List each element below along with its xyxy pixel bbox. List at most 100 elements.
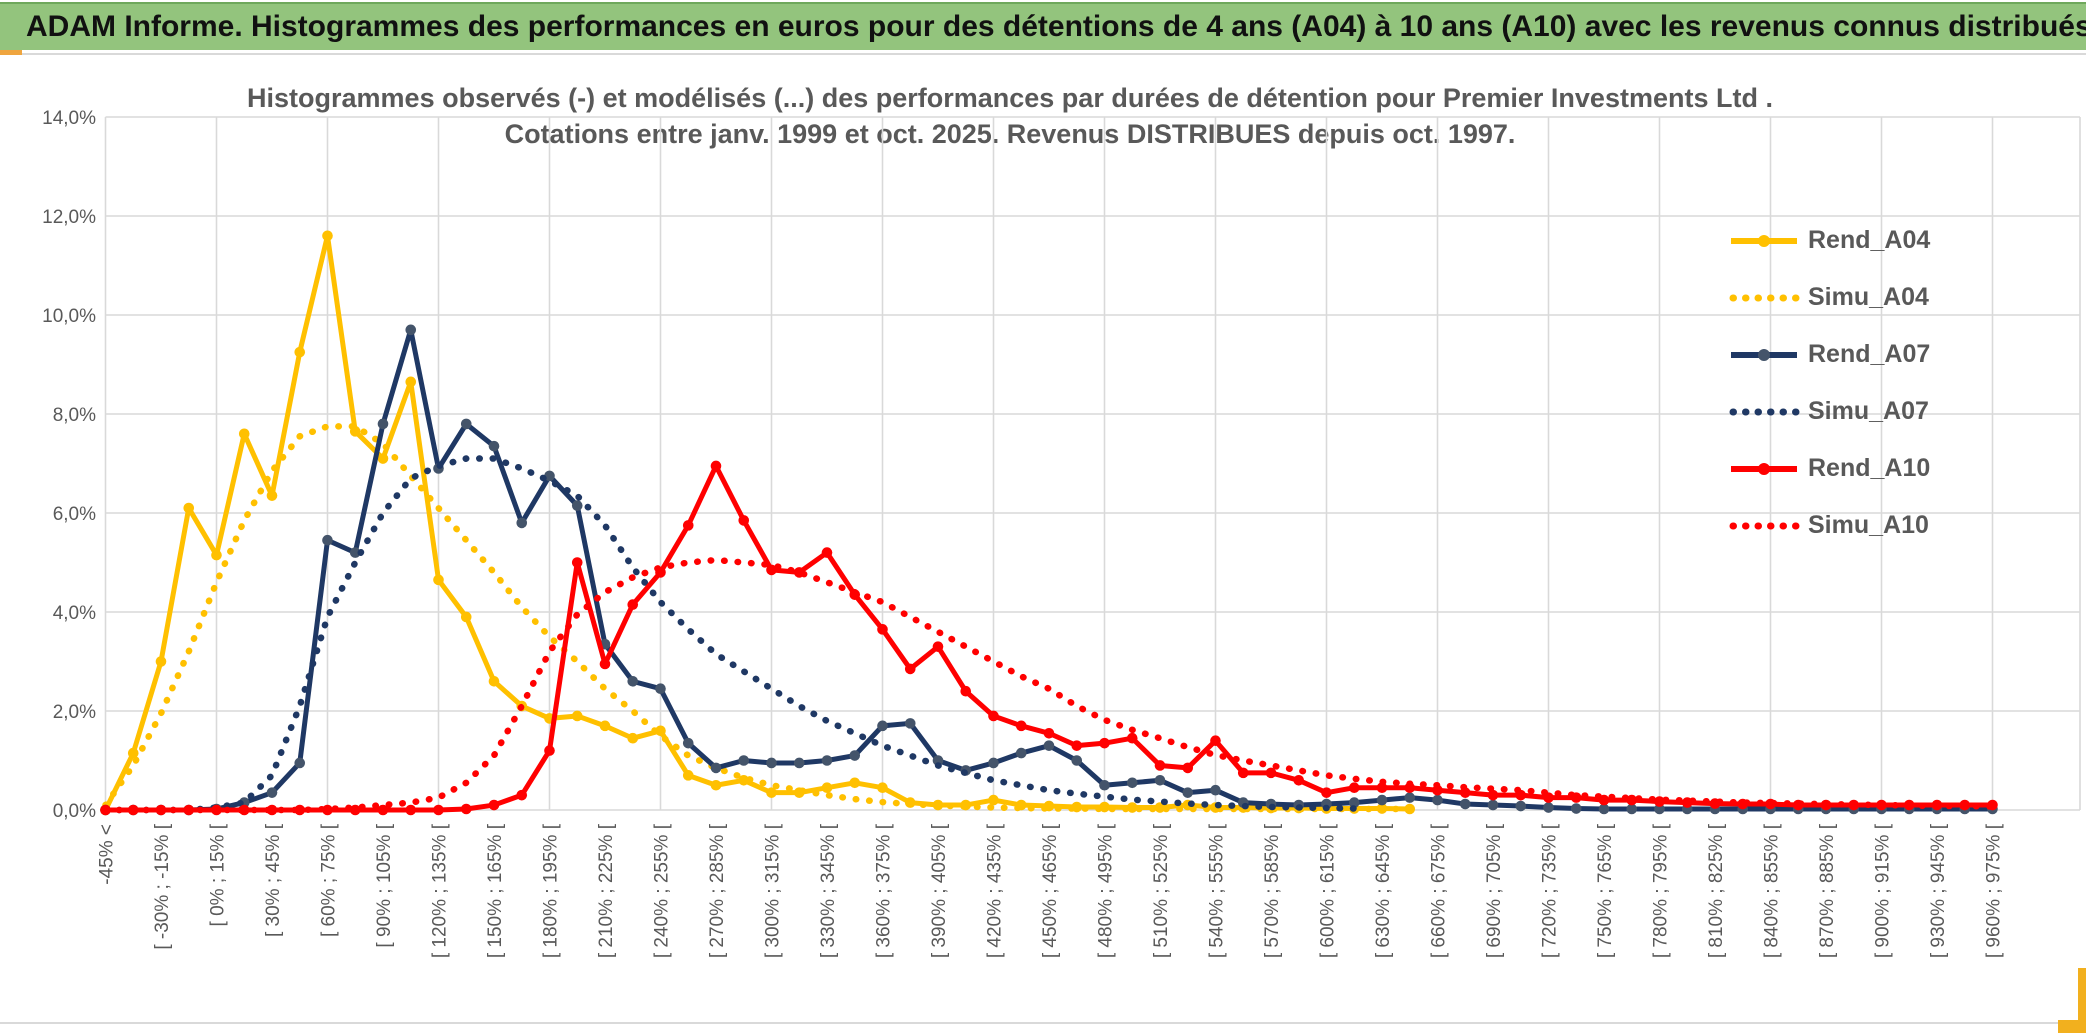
series-marker-Rend_A04 [849, 777, 861, 789]
series-marker-Rend_A10 [544, 745, 555, 756]
x-axis-tick-label: [ 960% ; 975% [ [1984, 823, 2005, 958]
x-axis-tick-label: [ 30% ; 45% [ [263, 823, 284, 937]
series-marker-Rend_A07 [516, 517, 528, 529]
series-marker-Rend_A04 [266, 490, 278, 501]
series-marker-Rend_A10 [904, 663, 916, 675]
series-marker-Rend_A10 [1099, 737, 1110, 749]
series-marker-Rend_A07 [1071, 755, 1083, 766]
series-marker-Rend_A10 [322, 804, 333, 816]
series-marker-Rend_A07 [738, 755, 750, 766]
series-marker-Rend_A07 [904, 718, 916, 729]
x-axis-tick-label: [ 270% ; 285% [ [707, 823, 728, 958]
series-marker-Rend_A07 [1598, 803, 1610, 815]
series-marker-Rend_A04 [710, 779, 722, 791]
series-line-Simu_A10 [102, 556, 1996, 814]
x-axis-tick-label: [ 240% ; 255% [ [652, 823, 673, 958]
x-axis-tick-label: [ 330% ; 345% [ [818, 823, 839, 958]
series-marker-Rend_A10 [1154, 760, 1166, 771]
series-marker-Rend_A07 [1487, 799, 1499, 811]
performance-histogram-chart[interactable]: 0,0% 2,0% 4,0% 6,0% 8,0% 10,0% 12,0% 14,0% -45% … [0, 55, 2086, 1033]
series-marker-Rend_A07 [266, 787, 278, 798]
series-marker-Rend_A10 [960, 685, 972, 697]
series-marker-Rend_A07 [1015, 747, 1027, 759]
y-axis-tick-label: 14,0% [42, 108, 96, 129]
series-marker-Rend_A10 [377, 804, 389, 816]
series-marker-Rend_A04 [488, 676, 500, 687]
series-marker-Rend_A04 [211, 549, 222, 561]
series-marker-Rend_A10 [1487, 789, 1499, 801]
legend-label: Simu_A04 [1808, 283, 1929, 311]
series-marker-Rend_A07 [322, 534, 333, 546]
series-marker-Rend_A04 [294, 346, 306, 358]
series-marker-Rend_A10 [1015, 720, 1027, 732]
legend-label: Rend_A04 [1808, 226, 1931, 254]
legend-item-simu-a04[interactable]: Simu_A04 [1728, 269, 2028, 326]
series-marker-Rend_A07 [1515, 800, 1527, 812]
legend-sample-dotted-navy-icon [1729, 408, 1800, 415]
series-marker-Rend_A10 [1237, 767, 1249, 779]
series-marker-Rend_A04 [377, 453, 389, 464]
series-marker-Rend_A04 [766, 787, 777, 798]
x-axis-tick-label: [ 870% ; 885% [ [1817, 823, 1838, 958]
legend-item-simu-a10[interactable]: Simu_A10 [1728, 497, 2028, 554]
series-marker-Rend_A07 [1210, 784, 1221, 796]
y-axis-tick-label: 12,0% [42, 207, 96, 228]
x-axis-tick-label: [ 300% ; 315% [ [763, 823, 784, 958]
series-marker-Rend_A04 [238, 428, 250, 440]
x-axis-tick-label: [ 570% ; 585% [ [1262, 823, 1283, 958]
chart-title-line1: Histogrammes observés (-) et modélisés (… [247, 83, 1773, 113]
series-marker-Rend_A07 [1654, 803, 1665, 815]
orange-corner-vertical [2078, 968, 2086, 1033]
series-marker-Rend_A10 [294, 804, 306, 816]
series-marker-Rend_A07 [1348, 797, 1360, 808]
orange-corner-horizontal [2058, 1020, 2086, 1033]
series-marker-Rend_A10 [1071, 740, 1083, 751]
series-marker-Rend_A07 [793, 757, 805, 769]
series-marker-Rend_A04 [571, 710, 583, 722]
legend-item-simu-a07[interactable]: Simu_A07 [1728, 383, 2028, 440]
orange-accent-left [0, 50, 22, 55]
series-marker-Rend_A07 [655, 683, 666, 695]
chart-title-line2: Cotations entre janv. 1999 et oct. 2025.… [504, 119, 1516, 149]
series-marker-Rend_A04 [738, 775, 750, 786]
legend-item-rend-a04[interactable]: Rend_A04 [1728, 212, 2028, 269]
series-line-Simu_A07 [102, 455, 1358, 814]
sheet-title: ADAM Informe. Histogrammes des performan… [26, 10, 2086, 43]
x-axis-tick-label: [ 510% ; 525% [ [1151, 823, 1172, 958]
x-axis-tick-label: [ 900% ; 915% [ [1873, 823, 1894, 958]
series-marker-Rend_A04 [183, 502, 195, 514]
legend-label: Rend_A10 [1808, 454, 1931, 482]
legend-label: Rend_A07 [1808, 340, 1931, 368]
x-axis-tick-label: [ 90% ; 105% [ [374, 823, 395, 947]
x-axis-tick-label: [ 390% ; 405% [ [929, 823, 950, 958]
x-axis-tick-label: [ 810% ; 825% [ [1706, 823, 1727, 958]
chart-legend: Rend_A04 Simu_A04 Rend_A07 Simu_A07 [1728, 212, 2028, 554]
series-marker-Rend_A07 [1099, 779, 1110, 791]
series-marker-Rend_A04 [627, 732, 639, 744]
legend-sample-dotted-red-icon [1729, 522, 1800, 529]
series-line-Simu_A04 [102, 423, 1413, 813]
series-marker-Rend_A07 [377, 418, 389, 430]
series-marker-Rend_A10 [682, 520, 694, 531]
legend-item-rend-a07[interactable]: Rend_A07 [1728, 326, 2028, 383]
series-marker-Rend_A04 [877, 782, 888, 794]
x-axis-tick-label: [ 630% ; 645% [ [1373, 823, 1394, 958]
series-marker-Rend_A07 [1376, 794, 1388, 806]
x-axis-tick-label: [ 690% ; 705% [ [1484, 823, 1505, 958]
legend-label: Simu_A07 [1808, 397, 1929, 425]
series-marker-Rend_A10 [571, 557, 583, 568]
series-marker-Rend_A07 [1154, 775, 1166, 786]
legend-sample-solid-yellow-icon [1731, 234, 1797, 247]
legend-item-rend-a10[interactable]: Rend_A10 [1728, 440, 2028, 497]
x-axis-tick-label: [ 120% ; 135% [ [430, 823, 451, 958]
x-axis-tick-label: [ 540% ; 555% [ [1207, 823, 1228, 958]
x-axis-tick-label: [ 150% ; 165% [ [485, 823, 506, 958]
bottom-hairline [0, 1022, 2058, 1024]
series-marker-Rend_A07 [349, 547, 361, 558]
series-marker-Rend_A10 [627, 599, 639, 610]
series-marker-Rend_A07 [488, 440, 500, 452]
series-marker-Rend_A10 [1348, 782, 1360, 794]
series-marker-Rend_A04 [1154, 802, 1166, 813]
sheet-title-bar: ADAM Informe. Histogrammes des performan… [0, 2, 2086, 50]
